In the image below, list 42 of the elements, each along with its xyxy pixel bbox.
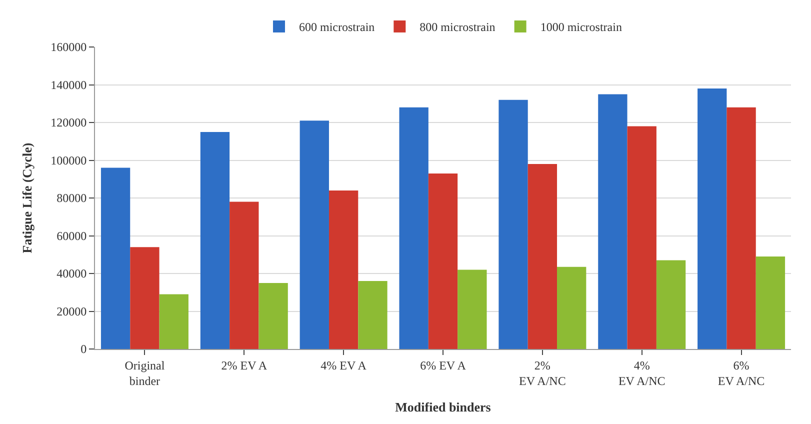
bar [200,132,230,349]
y-tick-label: 0 [80,342,87,356]
bar [598,94,628,349]
bar [656,260,686,349]
x-tick-label: 2% EV A [221,358,268,372]
bar [159,294,188,349]
y-tick-label: 120000 [50,116,87,130]
bar [557,266,586,349]
bar [756,256,786,349]
bar [100,168,130,349]
x-tick-label: 6% EV A [420,358,466,372]
legend-label: 1000 microstrain [540,20,622,34]
x-tick-label: Original binder [124,358,166,388]
x-axis-title: Modified binders [395,400,491,415]
bar [627,126,656,349]
bar [428,173,458,349]
x-tick-label: 4% EV A/NC [618,358,666,388]
y-tick-label: 80000 [56,191,87,206]
bar [458,270,487,349]
y-tick-label: 20000 [56,304,87,318]
legend-label: 800 microstrain [420,20,496,34]
bar [258,282,288,349]
y-tick-label: 100000 [50,153,87,168]
bar [130,247,160,349]
y-tick-label: 40000 [56,266,87,281]
x-tick-label: 6% EV A/NC [718,358,765,388]
bar [498,100,528,349]
bar [399,107,428,349]
bar [300,120,329,349]
bar [328,190,358,349]
x-tick-label: 2% EV A/NC [519,358,566,388]
x-tick-label: 4% EV A [320,358,367,372]
bar [698,88,727,349]
y-axis-title: Fatigue Life (Cycle) [20,142,35,254]
y-tick-label: 160000 [50,40,87,54]
y-tick-label: 60000 [56,228,87,243]
legend-label: 600 microstrain [299,20,375,34]
bar [528,164,558,349]
bar [358,281,388,349]
bar [726,107,756,349]
bar [230,202,259,349]
y-tick-label: 140000 [50,78,87,92]
